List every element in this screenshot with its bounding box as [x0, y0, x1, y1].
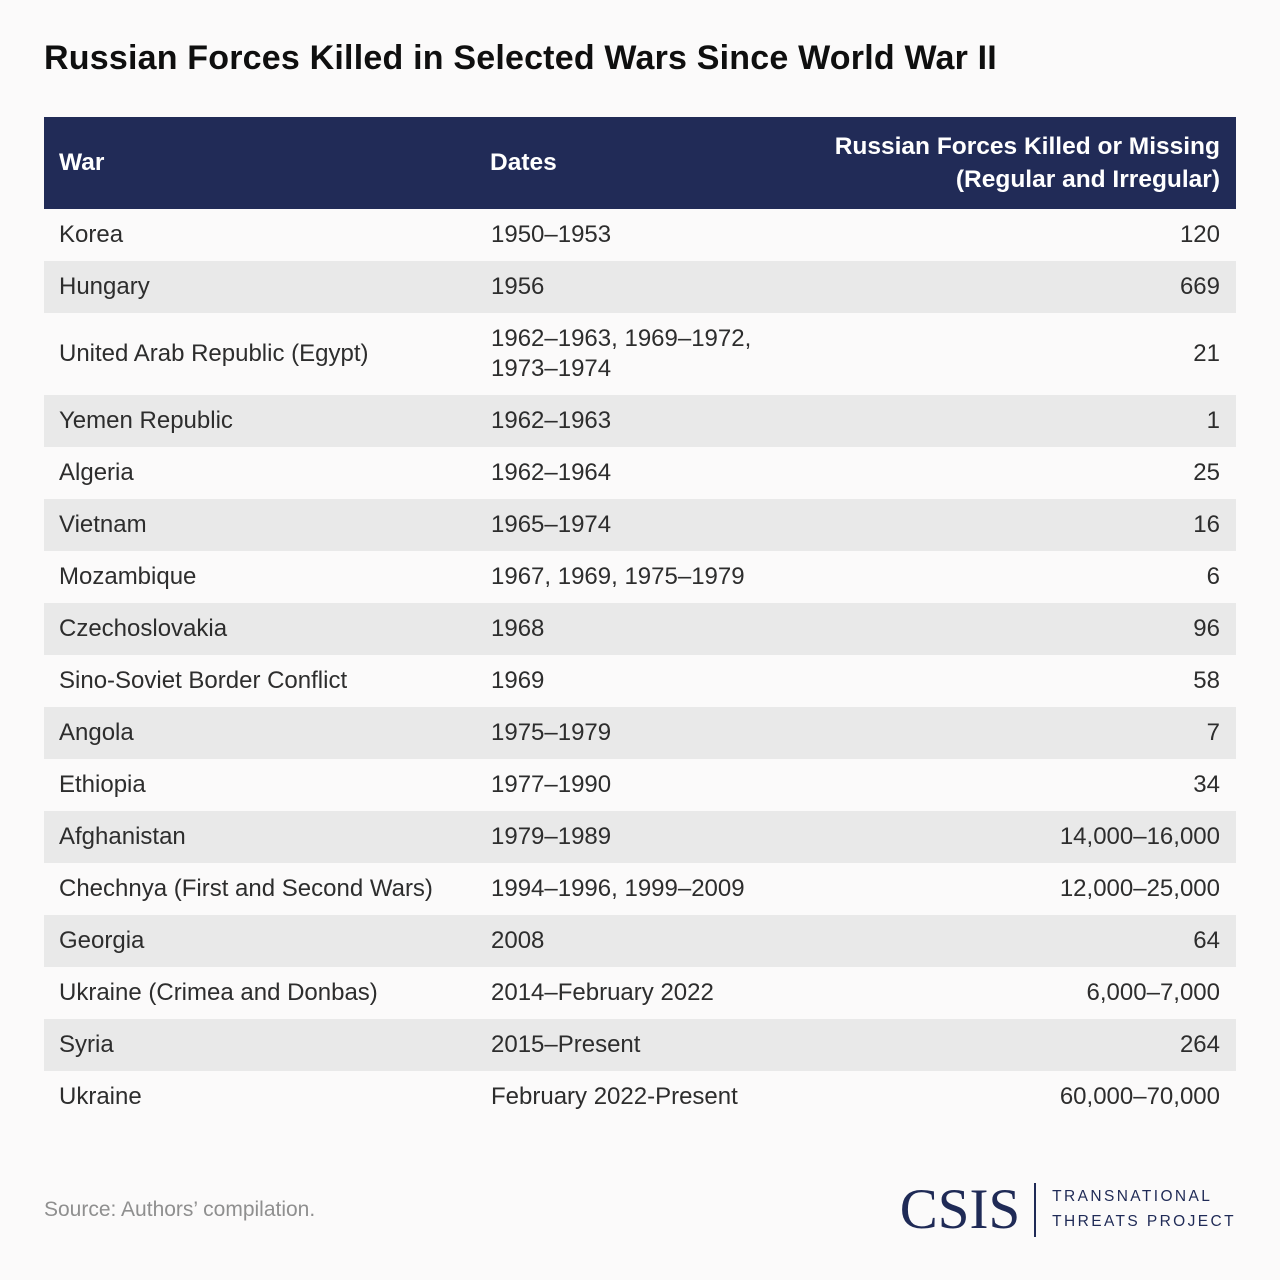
table-row: Ethiopia 1977–1990 34	[44, 759, 1236, 811]
cell-dates: 1962–1963, 1969–1972, 1973–1974	[491, 325, 752, 383]
cell-dates: 1967, 1969, 1975–1979	[491, 563, 745, 591]
table-row: United Arab Republic (Egypt) 1962–1963, 1…	[44, 313, 1236, 395]
cell-killed: 34	[1193, 771, 1220, 799]
cell-war: Czechoslovakia	[59, 615, 228, 643]
cell-dates: 1979–1989	[491, 823, 612, 851]
cell-killed: 6	[1206, 563, 1220, 591]
header-row: War Dates Russian Forces Killed or Missi…	[44, 117, 1236, 210]
cell-war: Afghanistan	[59, 823, 186, 851]
page-title: Russian Forces Killed in Selected Wars S…	[44, 39, 997, 77]
table-row: Yemen Republic 1962–1963 1	[44, 395, 1236, 448]
cell-killed: 96	[1193, 615, 1220, 643]
source-note: Source: Authors’ compilation.	[44, 1197, 316, 1221]
cell-killed: 58	[1193, 667, 1220, 695]
cell-war: Vietnam	[59, 511, 147, 539]
cell-killed: 7	[1206, 719, 1220, 747]
cell-dates: 1977–1990	[491, 771, 612, 799]
table-row: Ukraine (Crimea and Donbas) 2014–February…	[44, 967, 1236, 1019]
cell-killed: 669	[1179, 273, 1220, 301]
table-row: Czechoslovakia 1968 96	[44, 603, 1236, 656]
cell-dates: February 2022-Present	[491, 1083, 738, 1111]
logo-program-name: TRANSNATIONAL THREATS PROJECT	[1052, 1185, 1236, 1235]
table-header: War Dates Russian Forces Killed or Missi…	[44, 117, 1236, 210]
cell-killed: 264	[1179, 1031, 1220, 1059]
table-row: Syria 2015–Present 264	[44, 1019, 1236, 1072]
cell-war: Sino-Soviet Border Conflict	[59, 667, 348, 695]
cell-killed: 6,000–7,000	[1086, 979, 1220, 1007]
cell-war: Korea	[59, 221, 124, 249]
cell-dates: 1956	[491, 273, 545, 301]
data-table: War Dates Russian Forces Killed or Missi…	[44, 117, 1236, 1123]
csis-logo: CSIS TRANSNATIONAL THREATS PROJECT	[900, 1181, 1236, 1238]
column-header-dates: Dates	[490, 117, 786, 210]
footer: Source: Authors’ compilation. CSIS TRANS…	[44, 1181, 1236, 1238]
cell-war: United Arab Republic (Egypt)	[59, 340, 369, 368]
cell-war: Chechnya (First and Second Wars)	[59, 875, 433, 903]
table-row: Sino-Soviet Border Conflict 1969 58	[44, 655, 1236, 707]
cell-killed: 60,000–70,000	[1059, 1083, 1220, 1111]
cell-killed: 1	[1206, 407, 1220, 435]
table-row: Ukraine February 2022-Present 60,000–70,00…	[44, 1071, 1236, 1123]
cell-dates: 1969	[491, 667, 545, 695]
cell-war: Ukraine (Crimea and Donbas)	[59, 979, 378, 1007]
cell-war: Angola	[59, 719, 134, 747]
table-row: Mozambique 1967, 1969, 1975–1979 6	[44, 551, 1236, 603]
cell-killed: 16	[1193, 511, 1220, 539]
logo-program-line1: TRANSNATIONAL	[1052, 1188, 1213, 1206]
logo-divider	[1034, 1182, 1037, 1237]
column-header-killed-line2: (Regular and Irregular)	[955, 166, 1220, 194]
cell-dates: 1965–1974	[491, 511, 612, 539]
cell-war: Mozambique	[59, 563, 197, 591]
cell-dates: 2014–February 2022	[491, 979, 714, 1007]
column-header-killed: Russian Forces Killed or Missing (Regula…	[786, 117, 1236, 210]
column-header-killed-line1: Russian Forces Killed or Missing	[834, 133, 1220, 161]
table-body: Korea 1950–1953 120 Hungary 1956 669 United Ar…	[44, 209, 1236, 1123]
cell-killed: 64	[1193, 927, 1220, 955]
cell-dates: 1975–1979	[491, 719, 612, 747]
cell-war: Ukraine	[59, 1083, 142, 1111]
cell-dates: 2015–Present	[491, 1031, 641, 1059]
table-row: Korea 1950–1953 120	[44, 209, 1236, 261]
table-row: Hungary 1956 669	[44, 261, 1236, 314]
cell-war: Hungary	[59, 273, 150, 301]
cell-killed: 21	[1193, 340, 1220, 368]
cell-killed: 14,000–16,000	[1059, 823, 1220, 851]
cell-war: Syria	[59, 1031, 114, 1059]
table-row: Vietnam 1965–1974 16	[44, 499, 1236, 552]
cell-dates: 1962–1963	[491, 407, 612, 435]
table-row: Chechnya (First and Second Wars) 1994–199…	[44, 863, 1236, 915]
cell-dates: 1968	[491, 615, 545, 643]
table-row: Angola 1975–1979 7	[44, 707, 1236, 760]
cell-dates: 1994–1996, 1999–2009	[491, 875, 745, 903]
column-header-war: War	[44, 117, 490, 210]
cell-war: Yemen Republic	[59, 407, 233, 435]
cell-dates: 2008	[491, 927, 545, 955]
csis-wordmark: CSIS	[899, 1178, 1021, 1242]
table-row: Georgia 2008 64	[44, 915, 1236, 968]
cell-dates: 1950–1953	[491, 221, 612, 249]
table-row: Afghanistan 1979–1989 14,000–16,000	[44, 811, 1236, 864]
cell-killed: 120	[1179, 221, 1220, 249]
cell-dates: 1962–1964	[491, 459, 612, 487]
cell-killed: 25	[1193, 459, 1220, 487]
cell-war: Algeria	[59, 459, 134, 487]
logo-program-line2: THREATS PROJECT	[1052, 1212, 1236, 1230]
cell-killed: 12,000–25,000	[1059, 875, 1220, 903]
table-row: Algeria 1962–1964 25	[44, 447, 1236, 499]
cell-war: Ethiopia	[59, 771, 146, 799]
cell-war: Georgia	[59, 927, 145, 955]
